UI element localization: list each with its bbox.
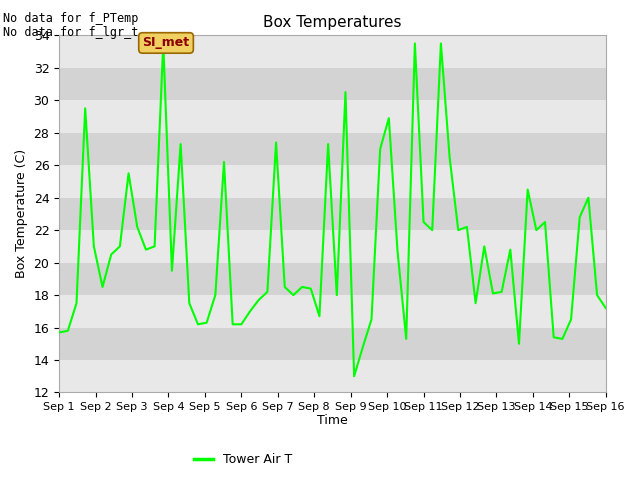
- X-axis label: Time: Time: [317, 414, 348, 427]
- Text: No data for f_lgr_t: No data for f_lgr_t: [3, 26, 139, 39]
- Legend: Tower Air T: Tower Air T: [189, 448, 297, 471]
- Bar: [59, 295, 605, 327]
- Bar: [59, 36, 605, 68]
- Text: SI_met: SI_met: [143, 36, 189, 49]
- Y-axis label: Box Temperature (C): Box Temperature (C): [15, 149, 28, 278]
- Bar: [59, 230, 605, 263]
- Title: Box Temperatures: Box Temperatures: [263, 15, 402, 30]
- Text: No data for f_PTemp: No data for f_PTemp: [3, 12, 139, 25]
- Bar: [59, 165, 605, 198]
- Bar: [59, 100, 605, 133]
- Bar: [59, 360, 605, 393]
